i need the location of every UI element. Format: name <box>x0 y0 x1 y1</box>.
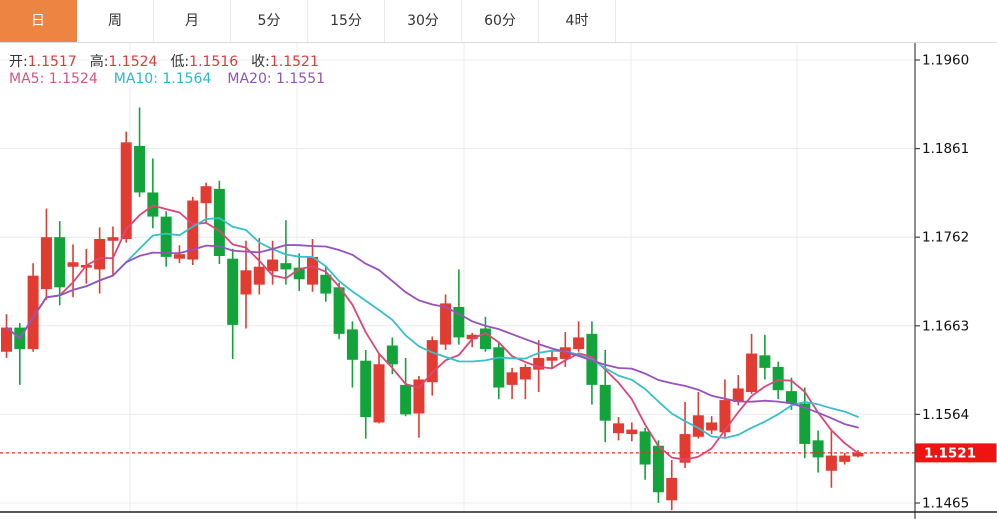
ma-lines-layer <box>5 204 859 461</box>
candle-body-up <box>825 455 837 471</box>
y-axis-label: 1.1762 <box>922 230 969 246</box>
candle-body-up <box>519 366 531 380</box>
candle-body-up <box>506 372 518 385</box>
candle-body-up <box>426 340 438 383</box>
candle-body-down <box>400 384 412 415</box>
chart-container: 1.1960 1.1861 1.1762 1.1663 1.1564 1.1465 1.1… <box>0 43 997 519</box>
candle-body-down <box>772 366 784 391</box>
price-tag-value: 1.1521 <box>924 446 976 462</box>
tab-4hour[interactable]: 4时 <box>539 0 616 42</box>
candle-body-down <box>280 263 292 270</box>
tabbar-spacer <box>616 0 997 42</box>
candle-body-down <box>134 145 146 193</box>
y-axis-label: 1.1663 <box>922 318 969 334</box>
y-axis-label: 1.1960 <box>922 53 969 69</box>
candle-body-down <box>147 192 159 217</box>
candle-body-up <box>307 256 319 285</box>
candle-body-up <box>706 422 718 431</box>
candle-body-up <box>559 347 571 359</box>
candle-body-up <box>40 237 52 290</box>
tab-month[interactable]: 月 <box>154 0 231 42</box>
candle-body-down <box>213 188 225 256</box>
candle-body-down <box>227 258 239 325</box>
tab-30min[interactable]: 30分 <box>385 0 462 42</box>
candle-body-down <box>812 440 824 458</box>
ma10-line <box>5 217 859 439</box>
candle-body-up <box>746 353 758 393</box>
candle-body-up <box>267 259 279 272</box>
candle-body-up <box>1 327 12 352</box>
candle-body-down <box>652 445 664 493</box>
candle-body-down <box>320 274 332 294</box>
tab-60min[interactable]: 60分 <box>462 0 539 42</box>
candle-body-up <box>440 303 452 345</box>
candle-body-up <box>546 357 558 361</box>
candle-body-down <box>160 216 172 257</box>
candlestick-chart[interactable]: 1.1960 1.1861 1.1762 1.1663 1.1564 1.1465 1.1… <box>0 43 997 519</box>
candle-body-down <box>293 267 305 280</box>
candle-body-up <box>107 237 119 241</box>
candle-body-up <box>839 455 851 462</box>
ma20-line <box>5 244 859 429</box>
interval-tabbar: 日周月 5分 15分 30分 60分 4时 <box>0 0 997 43</box>
candle-body-up <box>852 452 864 457</box>
candle-body-down <box>785 391 797 404</box>
candle-body-down <box>360 360 372 418</box>
tab-week[interactable]: 周 <box>77 0 154 42</box>
candle-body-up <box>466 334 478 340</box>
candle-body-up <box>626 429 638 435</box>
price-tag-box <box>915 443 997 463</box>
y-axis-label: 1.1465 <box>922 496 969 512</box>
candle-body-down <box>386 345 398 365</box>
tab-day[interactable]: 日 <box>0 0 77 42</box>
candle-body-up <box>373 364 385 423</box>
candle-body-up <box>67 262 79 267</box>
candle-body-up <box>679 434 691 463</box>
tab-15min[interactable]: 15分 <box>308 0 385 42</box>
ma5-line <box>5 204 859 461</box>
y-axis-label: 1.1564 <box>922 407 969 423</box>
candle-body-down <box>493 347 505 388</box>
candle-body-up <box>413 379 425 414</box>
candle-body-up <box>573 337 585 350</box>
current-price-tag: 1.1521 <box>915 443 997 463</box>
y-axis: 1.1960 1.1861 1.1762 1.1663 1.1564 1.1465 <box>0 43 997 519</box>
candle-body-up <box>173 254 185 259</box>
candle-body-up <box>666 477 678 501</box>
y-axis-label: 1.1861 <box>922 141 969 157</box>
candle-body-up <box>719 400 731 433</box>
candle-body-up <box>94 238 106 270</box>
candle-body-down <box>453 307 465 338</box>
candle-body-up <box>200 186 212 204</box>
candle-body-up <box>533 358 545 370</box>
tab-5min[interactable]: 5分 <box>231 0 308 42</box>
candle-body-down <box>333 287 345 334</box>
candle-body-down <box>759 355 771 368</box>
candle-body-up <box>732 388 744 402</box>
candle-body-up <box>253 266 265 285</box>
candle-body-up <box>120 142 132 239</box>
candle-body-up <box>692 415 704 437</box>
candle-body-down <box>346 329 358 360</box>
candle-body-down <box>599 384 611 421</box>
candle-body-up <box>187 200 199 260</box>
candle-body-down <box>639 431 651 465</box>
candle-body-down <box>799 403 811 444</box>
candle-body-down <box>479 328 491 350</box>
candle-body-up <box>27 275 39 350</box>
candle-body-up <box>240 270 252 295</box>
candle-body-down <box>54 237 66 288</box>
gridlines <box>0 43 915 512</box>
candle-body-up <box>613 423 625 434</box>
